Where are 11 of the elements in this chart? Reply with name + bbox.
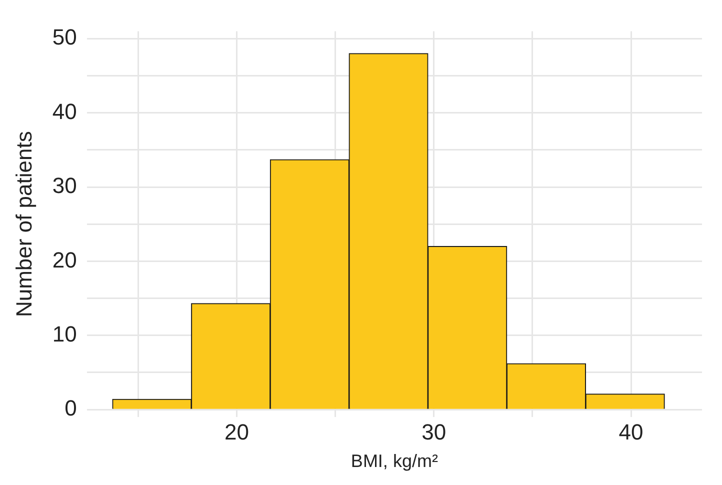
- x-tick-label: 20: [224, 419, 249, 444]
- x-axis-title: BMI, kg/m²: [350, 451, 438, 472]
- y-tick-label: 30: [52, 173, 77, 198]
- y-tick-label: 50: [52, 24, 77, 50]
- y-axis-title: Number of patients: [11, 131, 36, 318]
- y-tick-label: 20: [52, 247, 77, 272]
- x-tick-label: 40: [618, 419, 644, 444]
- y-tick-label: 40: [52, 98, 77, 124]
- x-tick-label: 30: [422, 419, 446, 444]
- y-tick-label: 0: [64, 396, 77, 421]
- y-tick-label: 10: [52, 321, 77, 346]
